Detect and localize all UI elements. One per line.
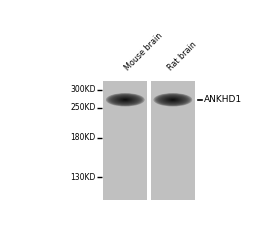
Ellipse shape — [155, 94, 191, 106]
Text: ANKHD1: ANKHD1 — [204, 95, 242, 104]
Ellipse shape — [119, 97, 132, 102]
Ellipse shape — [160, 95, 186, 104]
Text: 180KD: 180KD — [70, 134, 95, 143]
Ellipse shape — [120, 98, 130, 102]
Text: 300KD: 300KD — [70, 85, 95, 94]
Ellipse shape — [109, 94, 142, 106]
Ellipse shape — [107, 94, 143, 106]
Ellipse shape — [157, 94, 188, 105]
Ellipse shape — [159, 95, 187, 105]
Ellipse shape — [164, 97, 182, 103]
Ellipse shape — [118, 97, 133, 102]
Ellipse shape — [124, 99, 126, 100]
Text: 250KD: 250KD — [70, 103, 95, 112]
Ellipse shape — [161, 96, 185, 104]
Ellipse shape — [111, 95, 140, 105]
Ellipse shape — [165, 97, 180, 102]
Ellipse shape — [172, 99, 174, 100]
Ellipse shape — [163, 96, 183, 103]
Text: Mouse brain: Mouse brain — [123, 31, 164, 72]
Ellipse shape — [170, 99, 175, 101]
Ellipse shape — [169, 98, 177, 101]
Text: 130KD: 130KD — [70, 173, 95, 182]
Ellipse shape — [116, 97, 134, 103]
Ellipse shape — [106, 93, 145, 106]
Text: Rat brain: Rat brain — [166, 40, 199, 72]
Ellipse shape — [123, 99, 128, 101]
Ellipse shape — [156, 94, 190, 106]
Ellipse shape — [115, 96, 136, 103]
FancyBboxPatch shape — [103, 81, 147, 200]
FancyBboxPatch shape — [151, 81, 195, 200]
Ellipse shape — [121, 98, 129, 101]
Ellipse shape — [154, 93, 192, 106]
Ellipse shape — [166, 97, 179, 102]
Ellipse shape — [110, 94, 141, 105]
Ellipse shape — [168, 98, 178, 102]
Ellipse shape — [112, 95, 138, 104]
Ellipse shape — [114, 96, 137, 104]
